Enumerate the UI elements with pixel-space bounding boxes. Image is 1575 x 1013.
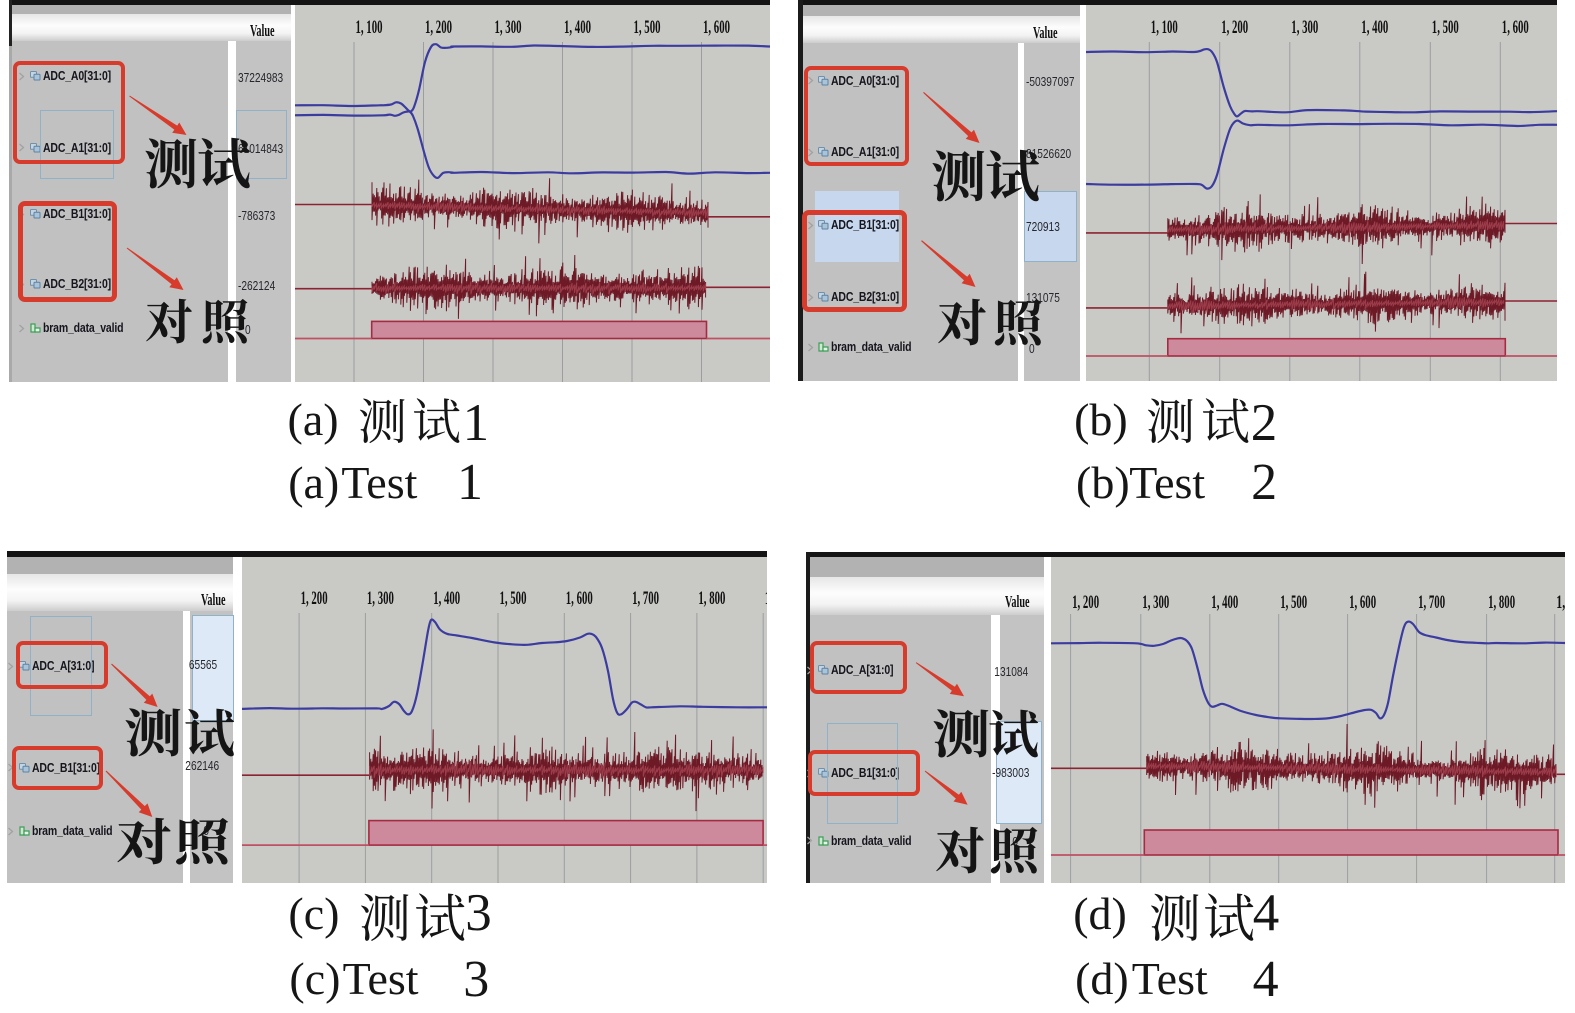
svg-text:1, 600: 1, 600 bbox=[1349, 593, 1376, 613]
svg-text:1, 300: 1, 300 bbox=[1291, 17, 1318, 37]
svg-text:1, 500: 1, 500 bbox=[499, 588, 526, 608]
svg-text:1, 100: 1, 100 bbox=[1151, 17, 1178, 37]
svg-text:1, 600: 1, 600 bbox=[703, 18, 730, 38]
svg-text:1, 300: 1, 300 bbox=[366, 588, 393, 608]
svg-text:1, 200: 1, 200 bbox=[425, 18, 452, 38]
svg-text:1, 800: 1, 800 bbox=[698, 588, 725, 608]
svg-text:1, 500: 1, 500 bbox=[634, 18, 661, 38]
svg-text:1, 200: 1, 200 bbox=[1072, 593, 1099, 613]
svg-text:1, 800: 1, 800 bbox=[1488, 593, 1515, 613]
svg-text:1, 700: 1, 700 bbox=[1418, 593, 1445, 613]
svg-text:1, 400: 1, 400 bbox=[433, 588, 460, 608]
svg-text:1, 100: 1, 100 bbox=[356, 18, 383, 38]
svg-text:1,: 1, bbox=[1556, 593, 1565, 613]
svg-text:1, 400: 1, 400 bbox=[1211, 593, 1238, 613]
svg-text:1, 200: 1, 200 bbox=[1221, 17, 1248, 37]
svg-text:1,: 1, bbox=[764, 588, 767, 608]
svg-text:1, 400: 1, 400 bbox=[564, 18, 591, 38]
svg-text:1, 300: 1, 300 bbox=[495, 18, 522, 38]
svg-text:1, 500: 1, 500 bbox=[1280, 593, 1307, 613]
svg-text:1, 200: 1, 200 bbox=[300, 588, 327, 608]
svg-text:1, 300: 1, 300 bbox=[1142, 593, 1169, 613]
svg-text:1, 600: 1, 600 bbox=[1502, 17, 1529, 37]
svg-text:1, 700: 1, 700 bbox=[632, 588, 659, 608]
svg-text:1, 500: 1, 500 bbox=[1432, 17, 1459, 37]
svg-text:1, 600: 1, 600 bbox=[565, 588, 592, 608]
svg-text:1, 400: 1, 400 bbox=[1361, 17, 1388, 37]
